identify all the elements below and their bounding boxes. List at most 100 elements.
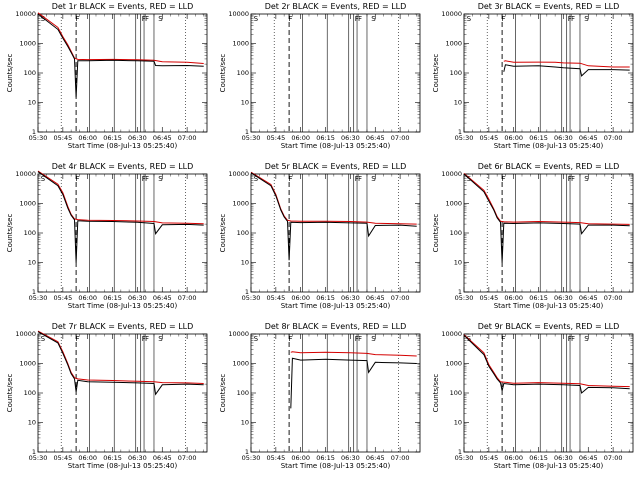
x-tick-label: 07:00	[391, 294, 410, 302]
x-tick-label: 05:30	[242, 454, 261, 462]
events-series-line	[463, 173, 630, 263]
plot-frame	[250, 333, 421, 453]
x-tick-label: 06:00	[291, 134, 310, 142]
panel-title: Det 8r BLACK = Events, RED = LLD	[265, 322, 407, 331]
x-axis-label: Start Time (08-Jul-13 05:25:40)	[494, 142, 604, 150]
y-tick-label: 1000	[19, 40, 36, 48]
flag-mark: F	[501, 175, 505, 183]
x-tick-label: 05:30	[455, 454, 474, 462]
flag-mark: S	[158, 335, 163, 343]
lld-series-line	[37, 170, 204, 225]
x-tick-label: 05:45	[266, 294, 285, 302]
y-tick-label: 100	[450, 389, 462, 397]
x-tick-label: 05:45	[479, 294, 498, 302]
x-tick-label: 05:45	[479, 454, 498, 462]
events-series-line	[37, 13, 204, 98]
y-tick-label: 10000	[441, 330, 462, 338]
detector-panel-7: Det 7r BLACK = Events, RED = LLD 1 10 100 10…	[6, 322, 208, 470]
flag-mark: S	[41, 175, 46, 183]
x-tick-label: 06:00	[78, 454, 97, 462]
lld-series-line	[463, 334, 630, 388]
y-axis-label: Counts/sec	[6, 54, 14, 93]
x-tick-label: 05:45	[479, 134, 498, 142]
flag-mark: S	[371, 175, 376, 183]
plot-frame	[37, 173, 208, 293]
x-tick-label: 06:15	[316, 454, 335, 462]
x-tick-label: 06:45	[579, 134, 598, 142]
y-tick-label: 10000	[15, 330, 36, 338]
flag-mark: F	[358, 15, 362, 23]
x-tick-label: 05:30	[455, 294, 474, 302]
detector-panel-8: Det 8r BLACK = Events, RED = LLD 1 10 100 10…	[219, 322, 421, 470]
y-axis-label: Counts/sec	[432, 214, 440, 253]
x-tick-label: 06:30	[554, 294, 573, 302]
x-tick-label: 06:30	[128, 454, 147, 462]
x-tick-label: 06:15	[529, 454, 548, 462]
events-series-line	[37, 331, 204, 396]
y-tick-label: 10000	[441, 170, 462, 178]
x-tick-label: 06:00	[78, 294, 97, 302]
x-tick-label: 06:45	[579, 294, 598, 302]
x-tick-label: 05:45	[266, 134, 285, 142]
x-tick-label: 06:15	[529, 134, 548, 142]
lld-series-line	[37, 330, 204, 384]
y-axis-label: Counts/sec	[432, 374, 440, 413]
detector-panel-6: Det 6r BLACK = Events, RED = LLD 1 10 100 10…	[432, 162, 634, 310]
detector-panel-4: Det 4r BLACK = Events, RED = LLD 1 10 100 10…	[6, 162, 208, 310]
flag-mark: S	[41, 335, 46, 343]
y-tick-label: 10	[28, 259, 36, 267]
x-axis-label: Start Time (08-Jul-13 05:25:40)	[281, 462, 391, 470]
x-tick-label: 06:45	[579, 454, 598, 462]
y-tick-label: 1	[458, 448, 462, 456]
lld-series-line	[463, 173, 630, 225]
x-tick-label: 07:00	[604, 134, 623, 142]
flag-mark: S	[371, 335, 376, 343]
y-tick-label: 100	[450, 69, 462, 77]
flag-mark: S	[467, 15, 472, 23]
y-tick-label: 1	[32, 448, 36, 456]
flag-mark: S	[584, 335, 589, 343]
x-tick-label: 07:00	[178, 294, 197, 302]
y-tick-label: 1	[32, 288, 36, 296]
y-tick-label: 10	[28, 419, 36, 427]
y-tick-label: 1000	[19, 200, 36, 208]
flag-mark: F	[355, 175, 359, 183]
x-tick-label: 05:45	[53, 454, 72, 462]
x-tick-label: 06:15	[103, 454, 122, 462]
panel-title: Det 6r BLACK = Events, RED = LLD	[478, 162, 620, 171]
y-tick-label: 100	[237, 69, 249, 77]
y-tick-label: 100	[450, 229, 462, 237]
flag-mark: F	[568, 15, 572, 23]
y-axis-label: Counts/sec	[6, 374, 14, 413]
flag-mark: F	[145, 175, 149, 183]
flag-mark: S	[158, 175, 163, 183]
plot-frame	[463, 13, 634, 133]
flag-mark: S	[584, 15, 589, 23]
y-tick-label: 100	[24, 69, 36, 77]
x-axis-label: Start Time (08-Jul-13 05:25:40)	[494, 462, 604, 470]
x-axis-label: Start Time (08-Jul-13 05:25:40)	[494, 302, 604, 310]
x-tick-label: 05:30	[455, 134, 474, 142]
y-tick-label: 10	[241, 99, 249, 107]
detector-panel-1: Det 1r BLACK = Events, RED = LLD 1 10 100 10…	[6, 2, 208, 150]
flag-mark: F	[142, 15, 146, 23]
flag-mark: F	[355, 335, 359, 343]
x-tick-label: 06:45	[366, 294, 385, 302]
x-tick-label: 05:30	[242, 294, 261, 302]
x-tick-label: 06:00	[291, 294, 310, 302]
flag-mark: F	[142, 335, 146, 343]
x-tick-label: 05:45	[266, 454, 285, 462]
flag-mark: S	[584, 175, 589, 183]
plot-frame	[250, 13, 421, 133]
flag-mark: F	[358, 175, 362, 183]
x-tick-label: 06:45	[153, 454, 172, 462]
y-tick-label: 100	[237, 229, 249, 237]
flag-mark: F	[145, 335, 149, 343]
flag-mark: F	[501, 15, 505, 23]
y-tick-label: 10000	[15, 170, 36, 178]
flag-mark: S	[254, 175, 259, 183]
flag-mark: S	[254, 15, 259, 23]
lld-series-line	[37, 12, 204, 64]
